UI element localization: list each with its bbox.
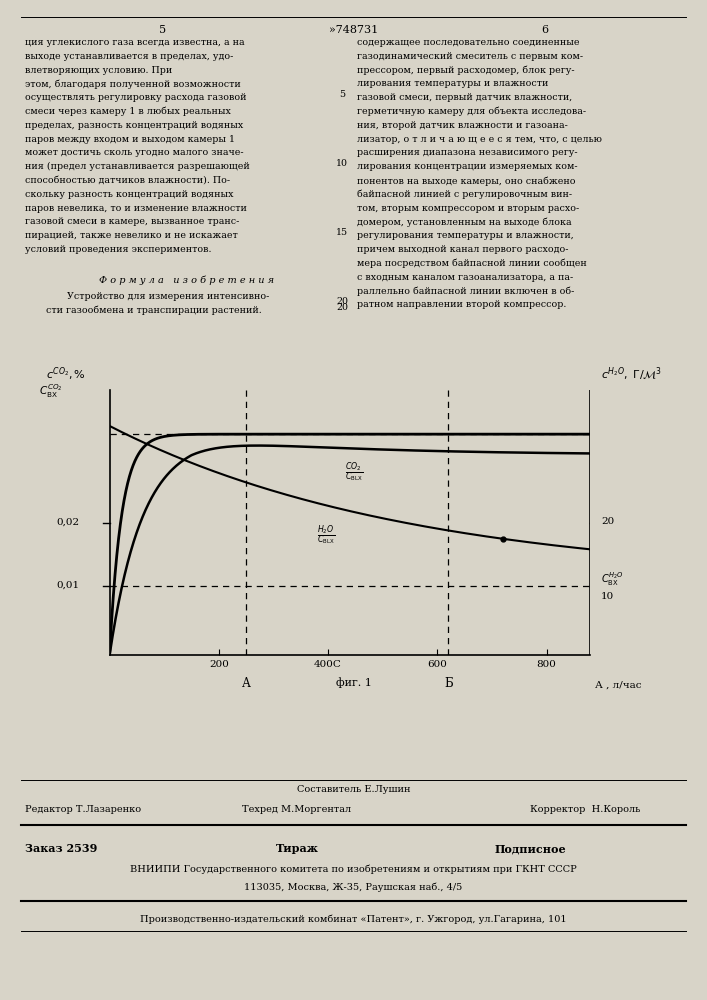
Text: А , л/час: А , л/час [595,680,642,689]
Text: $\frac{CO_2}{C_{\mathrm{BLX}}}$: $\frac{CO_2}{C_{\mathrm{BLX}}}$ [344,460,363,484]
Text: регулирования температуры и влажности,: регулирования температуры и влажности, [357,231,574,240]
Text: газодинамический смеситель с первым ком-: газодинамический смеситель с первым ком- [357,52,583,61]
Text: $c^{CO_2},\%$: $c^{CO_2},\%$ [46,365,86,383]
Text: 10: 10 [601,592,614,601]
Text: Производственно-издательский комбинат «Патент», г. Ужгород, ул.Гагарина, 101: Производственно-издательский комбинат «П… [140,915,567,924]
Text: паров между входом и выходом камеры 1: паров между входом и выходом камеры 1 [25,135,235,144]
Text: Техред М.Моргентал: Техред М.Моргентал [243,805,351,814]
Text: ратном направлении второй компрессор.: ратном направлении второй компрессор. [357,300,566,309]
Text: фиг. 1: фиг. 1 [336,677,371,688]
Text: $C^{CO_2}_{\mathrm{BX}}$: $C^{CO_2}_{\mathrm{BX}}$ [39,382,62,400]
Text: $\frac{H_2O}{C_{\mathrm{BLX}}}$: $\frac{H_2O}{C_{\mathrm{BLX}}}$ [317,523,335,547]
Text: 0,02: 0,02 [57,518,80,526]
Text: $c^{H_2O}, \ \Gamma/\mathcal{M}^3$: $c^{H_2O}, \ \Gamma/\mathcal{M}^3$ [601,365,662,383]
Text: лирования концентрации измеряемых ком-: лирования концентрации измеряемых ком- [357,162,578,171]
Text: условий проведения экспериментов.: условий проведения экспериментов. [25,245,211,254]
Text: 10: 10 [337,159,348,168]
Text: ВНИИПИ Государственного комитета по изобретениям и открытиям при ГКНТ СССР: ВНИИПИ Государственного комитета по изоб… [130,865,577,874]
Text: ния, второй датчик влажности и газоана-: ния, второй датчик влажности и газоана- [357,121,568,130]
Text: причем выходной канал первого расходо-: причем выходной канал первого расходо- [357,245,568,254]
Text: 6: 6 [541,25,548,35]
Text: может достичь сколь угодно малого значе-: может достичь сколь угодно малого значе- [25,148,243,157]
Text: пределах, разность концентраций водяных: пределах, разность концентраций водяных [25,121,243,130]
Text: раллельно байпасной линии включен в об-: раллельно байпасной линии включен в об- [357,286,574,296]
Text: паров невелика, то и изменение влажности: паров невелика, то и изменение влажности [25,204,247,213]
Text: Корректор  Н.Король: Корректор Н.Король [530,805,641,814]
Text: сти газообмена и транспирации растений.: сти газообмена и транспирации растений. [46,306,262,315]
Text: с входным каналом газоанализатора, а па-: с входным каналом газоанализатора, а па- [357,273,573,282]
Text: герметичную камеру для объекта исследова-: герметичную камеру для объекта исследова… [357,107,586,116]
Text: Составитель Е.Лушин: Составитель Е.Лушин [297,785,410,794]
Text: содержащее последовательно соединенные: содержащее последовательно соединенные [357,38,580,47]
Text: Подписное: Подписное [495,843,566,854]
Text: Заказ 2539: Заказ 2539 [25,843,97,854]
Text: Ф о р м у л а   и з о б р е т е н и я: Ф о р м у л а и з о б р е т е н и я [99,275,274,285]
Text: лизатор, о т л и ч а ю щ е е с я тем, что, с целью: лизатор, о т л и ч а ю щ е е с я тем, чт… [357,135,602,144]
Text: понентов на выходе камеры, оно снабжено: понентов на выходе камеры, оно снабжено [357,176,575,186]
Text: $C^{H_2O}_{\mathrm{BX}}$: $C^{H_2O}_{\mathrm{BX}}$ [601,571,624,588]
Text: 113035, Москва, Ж-35, Раушская наб., 4/5: 113035, Москва, Ж-35, Раушская наб., 4/5 [245,883,462,892]
Text: А: А [242,677,250,690]
Text: Редактор Т.Лазаренко: Редактор Т.Лазаренко [25,805,141,814]
Text: 15: 15 [336,228,349,237]
Text: влетворяющих условию. При: влетворяющих условию. При [25,66,172,75]
Text: 5: 5 [159,25,166,35]
Text: расширения диапазона независимого регу-: расширения диапазона независимого регу- [357,148,578,157]
Text: 20: 20 [337,297,348,306]
Text: 5: 5 [339,90,345,99]
Text: способностью датчиков влажности). По-: способностью датчиков влажности). По- [25,176,230,185]
Text: скольку разность концентраций водяных: скольку разность концентраций водяных [25,190,233,199]
Text: осуществлять регулировку расхода газовой: осуществлять регулировку расхода газовой [25,93,246,102]
Text: газовой смеси, первый датчик влажности,: газовой смеси, первый датчик влажности, [357,93,572,102]
Text: 20: 20 [601,518,614,526]
Text: прессором, первый расходомер, блок регу-: прессором, первый расходомер, блок регу- [357,66,575,75]
Text: лирования температуры и влажности: лирования температуры и влажности [357,79,549,88]
Text: ция углекислого газа всегда известна, а на: ция углекислого газа всегда известна, а … [25,38,245,47]
Text: пирацией, также невелико и не искажает: пирацией, также невелико и не искажает [25,231,238,240]
Text: выходе устанавливается в пределах, удо-: выходе устанавливается в пределах, удо- [25,52,233,61]
Text: байпасной линией с регулировочным вин-: байпасной линией с регулировочным вин- [357,190,572,199]
Text: этом, благодаря полученной возможности: этом, благодаря полученной возможности [25,79,240,89]
Text: 20: 20 [337,303,348,312]
Text: смеси через камеру 1 в любых реальных: смеси через камеру 1 в любых реальных [25,107,230,116]
Text: газовой смеси в камере, вызванное транс-: газовой смеси в камере, вызванное транс- [25,217,239,226]
Text: »748731: »748731 [329,25,378,35]
Text: домером, установленным на выходе блока: домером, установленным на выходе блока [357,217,572,227]
Text: том, вторым компрессором и вторым расхо-: том, вторым компрессором и вторым расхо- [357,204,579,213]
Text: Б: Б [444,677,452,690]
Text: Устройство для измерения интенсивно-: Устройство для измерения интенсивно- [67,292,269,301]
Text: мера посредством байпасной линии сообщен: мера посредством байпасной линии сообщен [357,259,587,268]
Text: 0,01: 0,01 [57,581,80,590]
Text: ния (предел устанавливается разрешающей: ния (предел устанавливается разрешающей [25,162,250,171]
Text: Тираж: Тираж [276,843,318,854]
